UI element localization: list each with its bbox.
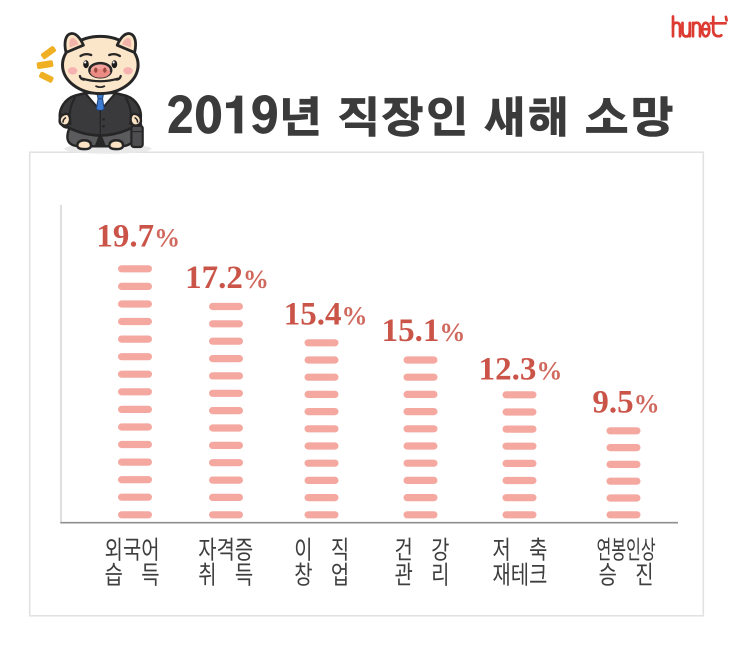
svg-text:9.5%: 9.5% xyxy=(592,384,659,420)
svg-text:17.2%: 17.2% xyxy=(185,260,269,296)
svg-text:19.7%: 19.7% xyxy=(96,219,180,255)
svg-text:12.3%: 12.3% xyxy=(479,351,563,387)
svg-text:15.4%: 15.4% xyxy=(284,297,368,333)
svg-text:15.1%: 15.1% xyxy=(382,313,466,349)
